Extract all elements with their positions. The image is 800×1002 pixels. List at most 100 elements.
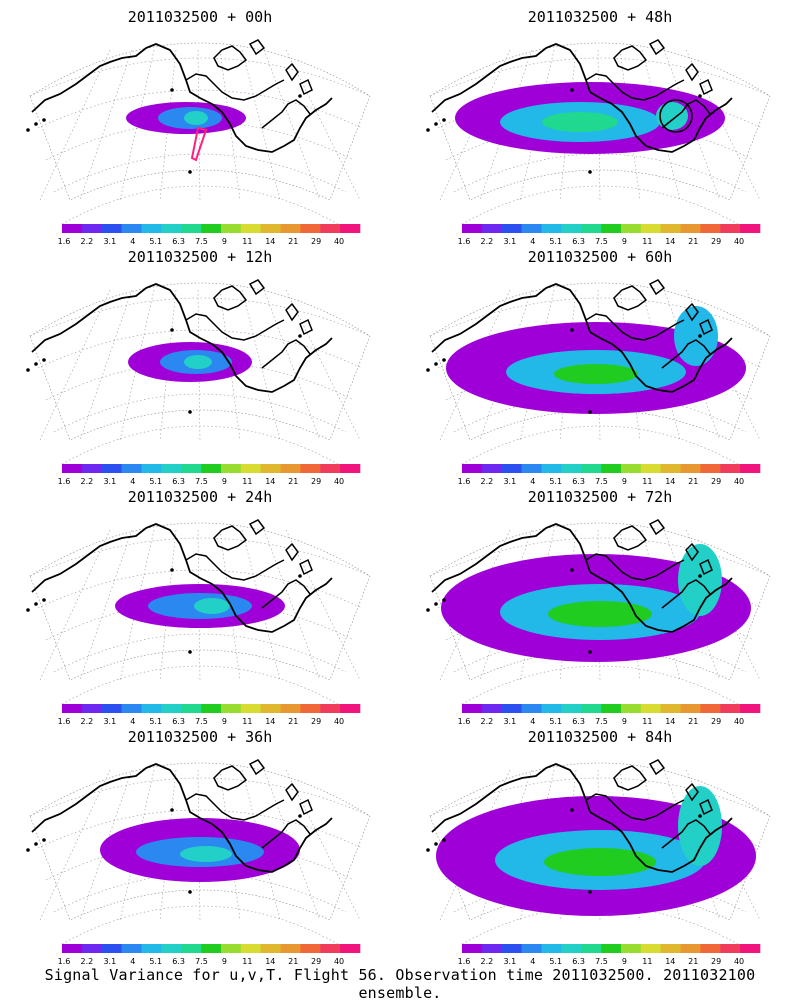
colorbar-swatch xyxy=(201,944,222,953)
colorbar-label: 4 xyxy=(530,237,535,246)
colorbar-swatch xyxy=(260,464,281,473)
island xyxy=(26,128,30,132)
meridian-line xyxy=(241,49,281,201)
colorbar-label: 2.2 xyxy=(81,237,94,246)
colorbar-swatch xyxy=(62,704,83,713)
coastline-arctic xyxy=(613,279,713,336)
parallel-line xyxy=(29,57,371,97)
coastline xyxy=(185,793,285,821)
island xyxy=(570,808,574,812)
colorbar-label: 40 xyxy=(734,237,744,246)
colorbar-label: 9 xyxy=(222,717,227,726)
colorbar-swatch xyxy=(680,464,701,473)
colorbar-label: 14 xyxy=(265,477,275,486)
map-sector-outline xyxy=(429,42,771,201)
colorbar-swatch xyxy=(740,224,761,233)
colorbar-swatch xyxy=(121,464,142,473)
map-sector-outline xyxy=(429,522,771,681)
colorbar-label: 2.2 xyxy=(81,477,94,486)
colorbar-label: 9 xyxy=(622,237,627,246)
colorbar-swatch xyxy=(541,704,562,713)
island xyxy=(170,808,174,812)
variance-contour xyxy=(548,601,652,627)
colorbar-swatch xyxy=(581,224,602,233)
colorbar-swatch xyxy=(720,464,741,473)
colorbar-label: 11 xyxy=(242,477,252,486)
colorbar-swatch xyxy=(161,944,182,953)
parallel-line xyxy=(429,777,771,817)
meridian-line xyxy=(39,289,111,441)
colorbar-label: 40 xyxy=(734,957,744,966)
island xyxy=(298,334,302,338)
colorbar-swatch xyxy=(320,944,341,953)
colorbar-swatch xyxy=(220,944,242,953)
island xyxy=(298,94,302,98)
colorbar-label: 7.5 xyxy=(195,717,208,726)
colorbar-swatch xyxy=(680,224,701,233)
colorbar-swatch xyxy=(521,704,542,713)
colorbar-label: 6.3 xyxy=(572,477,585,486)
colorbar-label: 4 xyxy=(130,957,135,966)
colorbar-label: 5.1 xyxy=(549,237,562,246)
colorbar-swatch xyxy=(561,464,582,473)
colorbar-swatch xyxy=(561,224,582,233)
coastline xyxy=(185,313,285,341)
island xyxy=(426,848,430,852)
colorbar-swatch xyxy=(541,224,562,233)
colorbar-swatch xyxy=(300,944,321,953)
coastline xyxy=(585,553,685,581)
colorbar-label: 21 xyxy=(288,957,298,966)
island xyxy=(42,598,46,602)
coastline xyxy=(261,339,311,369)
meridian-line xyxy=(619,49,641,201)
colorbar-swatch xyxy=(462,704,483,713)
coastline xyxy=(661,579,711,609)
colorbar-label: 29 xyxy=(311,957,321,966)
colorbar-label: 7.5 xyxy=(595,717,608,726)
colorbar-swatch xyxy=(481,704,503,713)
colorbar-label: 4 xyxy=(130,477,135,486)
coastline xyxy=(31,763,333,873)
colorbar-label: 21 xyxy=(688,957,698,966)
colorbar-swatch xyxy=(300,224,321,233)
coastline-arctic xyxy=(213,759,313,816)
colorbar-label: 2.2 xyxy=(481,717,494,726)
meridian-line xyxy=(263,49,321,201)
colorbar-swatch xyxy=(640,464,661,473)
colorbar-label: 9 xyxy=(222,957,227,966)
colorbar-swatch xyxy=(740,464,761,473)
colorbar-swatch xyxy=(201,464,222,473)
island xyxy=(188,410,192,414)
colorbar-label: 1.6 xyxy=(58,237,71,246)
colorbar-swatch xyxy=(280,704,301,713)
colorbar-label: 1.6 xyxy=(58,717,71,726)
colorbar-swatch xyxy=(501,464,522,473)
colorbar-swatch xyxy=(501,224,522,233)
panel-title: 2011032500 + 60h xyxy=(528,248,673,266)
colorbar-swatch xyxy=(81,464,103,473)
colorbar-swatch xyxy=(340,464,361,473)
parallel-line xyxy=(37,89,363,129)
colorbar-label: 21 xyxy=(288,237,298,246)
variance-contour xyxy=(184,355,212,369)
colorbar-swatch xyxy=(541,944,562,953)
colorbar-swatch xyxy=(161,464,182,473)
colorbar-swatch xyxy=(101,224,122,233)
colorbar-label: 14 xyxy=(265,237,275,246)
colorbar-swatch xyxy=(121,704,142,713)
colorbar-label: 7.5 xyxy=(595,237,608,246)
colorbar-label: 14 xyxy=(665,957,675,966)
variance-contour xyxy=(542,112,618,132)
coastline xyxy=(31,523,333,633)
colorbar-label: 11 xyxy=(242,237,252,246)
map-panel: 2011032500 + 00h 1.6 2.2 3.1 4 5.1 6.3 7.5 9 11 14… xyxy=(26,8,371,246)
colorbar-label: 4 xyxy=(130,717,135,726)
colorbar-label: 5.1 xyxy=(549,717,562,726)
colorbar-label: 29 xyxy=(311,477,321,486)
colorbar-swatch xyxy=(521,464,542,473)
colorbar-label: 11 xyxy=(242,717,252,726)
colorbar-swatch xyxy=(601,944,622,953)
colorbar-swatch xyxy=(740,944,761,953)
colorbar-label: 21 xyxy=(688,717,698,726)
